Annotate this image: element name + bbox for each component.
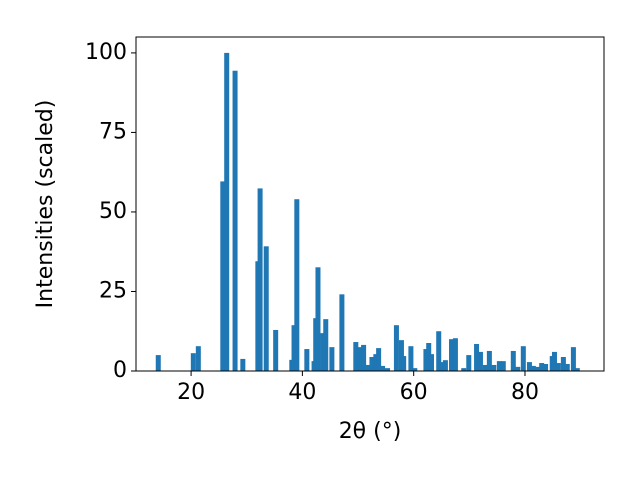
- bar: [466, 355, 472, 371]
- bar: [339, 294, 345, 371]
- bar: [482, 364, 488, 371]
- x-axis-label: 2θ (°): [339, 419, 402, 444]
- bar: [376, 348, 382, 371]
- bar: [539, 363, 545, 371]
- bar: [564, 364, 570, 371]
- y-tick-label: 25: [99, 278, 127, 303]
- plot-frame: [135, 36, 605, 372]
- y-tick-label: 50: [99, 199, 127, 224]
- bar: [323, 319, 329, 371]
- bar: [520, 346, 526, 371]
- bar: [560, 357, 566, 371]
- bar: [357, 347, 363, 371]
- bar: [408, 346, 414, 371]
- y-axis-label: Intensities (scaled): [33, 100, 58, 309]
- bar: [369, 357, 375, 371]
- bar: [291, 325, 297, 371]
- bar: [449, 339, 455, 371]
- bar: [412, 368, 418, 371]
- bar: [240, 358, 246, 371]
- bar: [461, 368, 467, 371]
- bar: [515, 366, 521, 371]
- bar: [486, 350, 492, 371]
- bar: [398, 340, 404, 371]
- bar: [263, 246, 269, 371]
- y-tick-label: 75: [99, 119, 127, 144]
- bar: [452, 338, 458, 371]
- bar: [353, 342, 359, 371]
- bar: [474, 343, 480, 371]
- bar: [496, 361, 502, 371]
- bar: [510, 350, 516, 371]
- bar: [555, 363, 561, 371]
- bar: [232, 70, 238, 372]
- bar: [543, 364, 549, 371]
- bar: [155, 355, 161, 371]
- bar: [436, 331, 442, 371]
- bar: [380, 365, 386, 371]
- x-tick-label: 60: [400, 380, 428, 405]
- bar: [477, 351, 483, 371]
- bar: [195, 346, 201, 371]
- bar: [426, 343, 432, 371]
- bar: [401, 356, 407, 371]
- bar: [574, 368, 580, 371]
- bar: [364, 364, 370, 371]
- bar: [428, 354, 434, 371]
- bar: [423, 349, 429, 371]
- bar: [373, 354, 379, 371]
- bar: [220, 181, 226, 371]
- bar: [570, 347, 576, 371]
- bar: [551, 351, 557, 371]
- x-tick-label: 40: [288, 380, 316, 405]
- bar: [534, 366, 540, 371]
- bar: [320, 333, 326, 371]
- bar: [329, 347, 335, 371]
- bar: [315, 267, 321, 371]
- bar: [439, 362, 445, 371]
- x-tick-label: 20: [177, 380, 205, 405]
- x-tick-label: 80: [511, 380, 539, 405]
- bar: [304, 349, 310, 371]
- bar: [224, 52, 230, 372]
- bar: [190, 353, 196, 371]
- bar: [294, 199, 300, 371]
- bar: [393, 325, 399, 371]
- bar: [257, 188, 263, 371]
- y-tick-label: 0: [113, 358, 127, 383]
- bar: [491, 364, 497, 371]
- bar: [273, 329, 279, 371]
- bar: [526, 362, 532, 371]
- y-tick-label: 100: [85, 40, 127, 65]
- bar: [530, 365, 536, 371]
- bar: [500, 361, 506, 371]
- bar: [385, 368, 391, 371]
- bar: [442, 360, 448, 371]
- bar: [361, 344, 367, 371]
